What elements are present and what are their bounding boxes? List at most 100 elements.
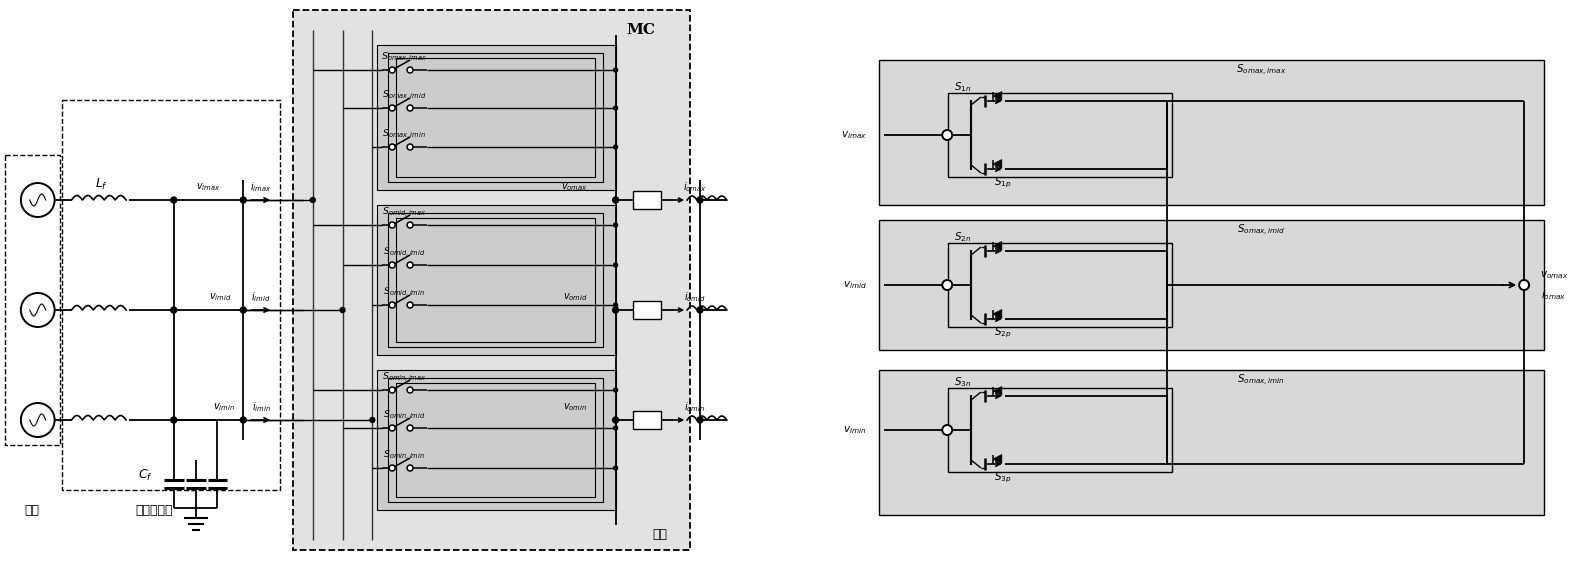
Circle shape	[943, 280, 952, 290]
Text: $S_{1n}$: $S_{1n}$	[954, 80, 971, 94]
Bar	[388, 53, 602, 182]
Bar	[395, 58, 595, 177]
Text: $S_{2n}$: $S_{2n}$	[954, 230, 971, 244]
Text: $S_{omax,imin}$: $S_{omax,imin}$	[1236, 373, 1285, 388]
Bar	[948, 388, 1172, 472]
Circle shape	[943, 130, 952, 140]
Text: 输入滤波器: 输入滤波器	[135, 504, 173, 517]
Bar	[948, 93, 1172, 177]
Text: 负载: 负载	[653, 528, 668, 541]
Text: $v_{omin}$: $v_{omin}$	[563, 401, 588, 413]
Bar	[395, 218, 595, 342]
Text: $S_{3n}$: $S_{3n}$	[954, 375, 971, 389]
Circle shape	[406, 387, 413, 393]
Circle shape	[171, 307, 177, 313]
Bar	[61, 100, 279, 490]
Circle shape	[943, 425, 952, 435]
Text: $S_{omin,imid}$: $S_{omin,imid}$	[383, 408, 425, 422]
Polygon shape	[993, 91, 1003, 100]
Circle shape	[389, 262, 395, 268]
Bar	[388, 378, 602, 502]
Polygon shape	[993, 159, 1003, 168]
Circle shape	[697, 197, 703, 203]
Circle shape	[613, 388, 618, 392]
Circle shape	[389, 67, 395, 73]
Text: $i_{imax}$: $i_{imax}$	[251, 180, 271, 194]
Circle shape	[613, 68, 618, 72]
Circle shape	[697, 307, 703, 313]
Circle shape	[311, 197, 315, 203]
Circle shape	[406, 222, 413, 228]
Circle shape	[613, 106, 618, 110]
Text: $v_{imid}$: $v_{imid}$	[209, 291, 232, 303]
Circle shape	[389, 105, 395, 111]
Circle shape	[613, 426, 618, 430]
Text: $S_{omax,imin}$: $S_{omax,imin}$	[383, 127, 427, 141]
Circle shape	[613, 303, 618, 307]
Text: $v_{imax}$: $v_{imax}$	[841, 129, 866, 141]
Text: $v_{omax}$: $v_{omax}$	[562, 181, 588, 193]
Bar	[879, 220, 1544, 350]
Text: $v_{imid}$: $v_{imid}$	[843, 279, 866, 291]
Text: $S_{omax,imid}$: $S_{omax,imid}$	[381, 88, 427, 102]
Polygon shape	[993, 454, 1003, 463]
Bar	[634, 301, 661, 319]
Text: MC: MC	[626, 23, 656, 37]
Circle shape	[171, 417, 177, 423]
Text: $v_{omid}$: $v_{omid}$	[563, 291, 588, 303]
Circle shape	[406, 144, 413, 150]
Text: $S_{omax,imid}$: $S_{omax,imid}$	[1236, 223, 1285, 237]
Circle shape	[20, 403, 55, 437]
Circle shape	[406, 302, 413, 308]
Text: $v_{omax}$: $v_{omax}$	[1539, 269, 1567, 281]
Text: 电网: 电网	[24, 504, 39, 517]
Circle shape	[389, 222, 395, 228]
Bar	[293, 10, 690, 550]
Circle shape	[340, 307, 345, 312]
Circle shape	[406, 105, 413, 111]
Text: $i_{omin}$: $i_{omin}$	[684, 400, 706, 414]
Bar	[395, 383, 595, 497]
Circle shape	[613, 466, 618, 470]
Circle shape	[171, 197, 177, 203]
Text: $S_{omid,imax}$: $S_{omid,imax}$	[381, 205, 427, 219]
Text: $i_{omax}$: $i_{omax}$	[683, 180, 708, 194]
Text: $v_{imin}$: $v_{imin}$	[213, 401, 235, 413]
Bar	[879, 370, 1544, 515]
Bar	[377, 45, 615, 190]
Bar	[377, 205, 615, 355]
Polygon shape	[993, 310, 1003, 319]
Polygon shape	[993, 387, 1003, 396]
Text: $S_{2p}$: $S_{2p}$	[995, 326, 1012, 340]
Circle shape	[612, 197, 618, 203]
Text: $S_{omin,imin}$: $S_{omin,imin}$	[383, 448, 425, 462]
Circle shape	[240, 197, 246, 203]
Circle shape	[406, 67, 413, 73]
Polygon shape	[993, 241, 1003, 251]
Circle shape	[612, 417, 618, 423]
Circle shape	[20, 183, 55, 217]
Text: $i_{imid}$: $i_{imid}$	[251, 290, 271, 304]
Bar	[388, 213, 602, 347]
Circle shape	[612, 307, 618, 313]
Bar	[634, 191, 661, 209]
Circle shape	[20, 293, 55, 327]
Circle shape	[613, 145, 618, 149]
Circle shape	[697, 417, 703, 423]
Text: $C_f$: $C_f$	[138, 467, 154, 482]
Circle shape	[389, 387, 395, 393]
Circle shape	[389, 144, 395, 150]
Bar	[377, 370, 615, 510]
Text: $L_f$: $L_f$	[94, 177, 108, 191]
Circle shape	[389, 302, 395, 308]
Circle shape	[406, 425, 413, 431]
Bar	[5, 155, 60, 445]
Text: $S_{omax,imax}$: $S_{omax,imax}$	[381, 50, 427, 64]
Bar	[948, 243, 1172, 327]
Text: $v_{imax}$: $v_{imax}$	[196, 181, 221, 193]
Text: $i_{omid}$: $i_{omid}$	[684, 290, 706, 304]
Circle shape	[406, 465, 413, 471]
Circle shape	[389, 465, 395, 471]
Circle shape	[370, 417, 375, 422]
Circle shape	[389, 425, 395, 431]
